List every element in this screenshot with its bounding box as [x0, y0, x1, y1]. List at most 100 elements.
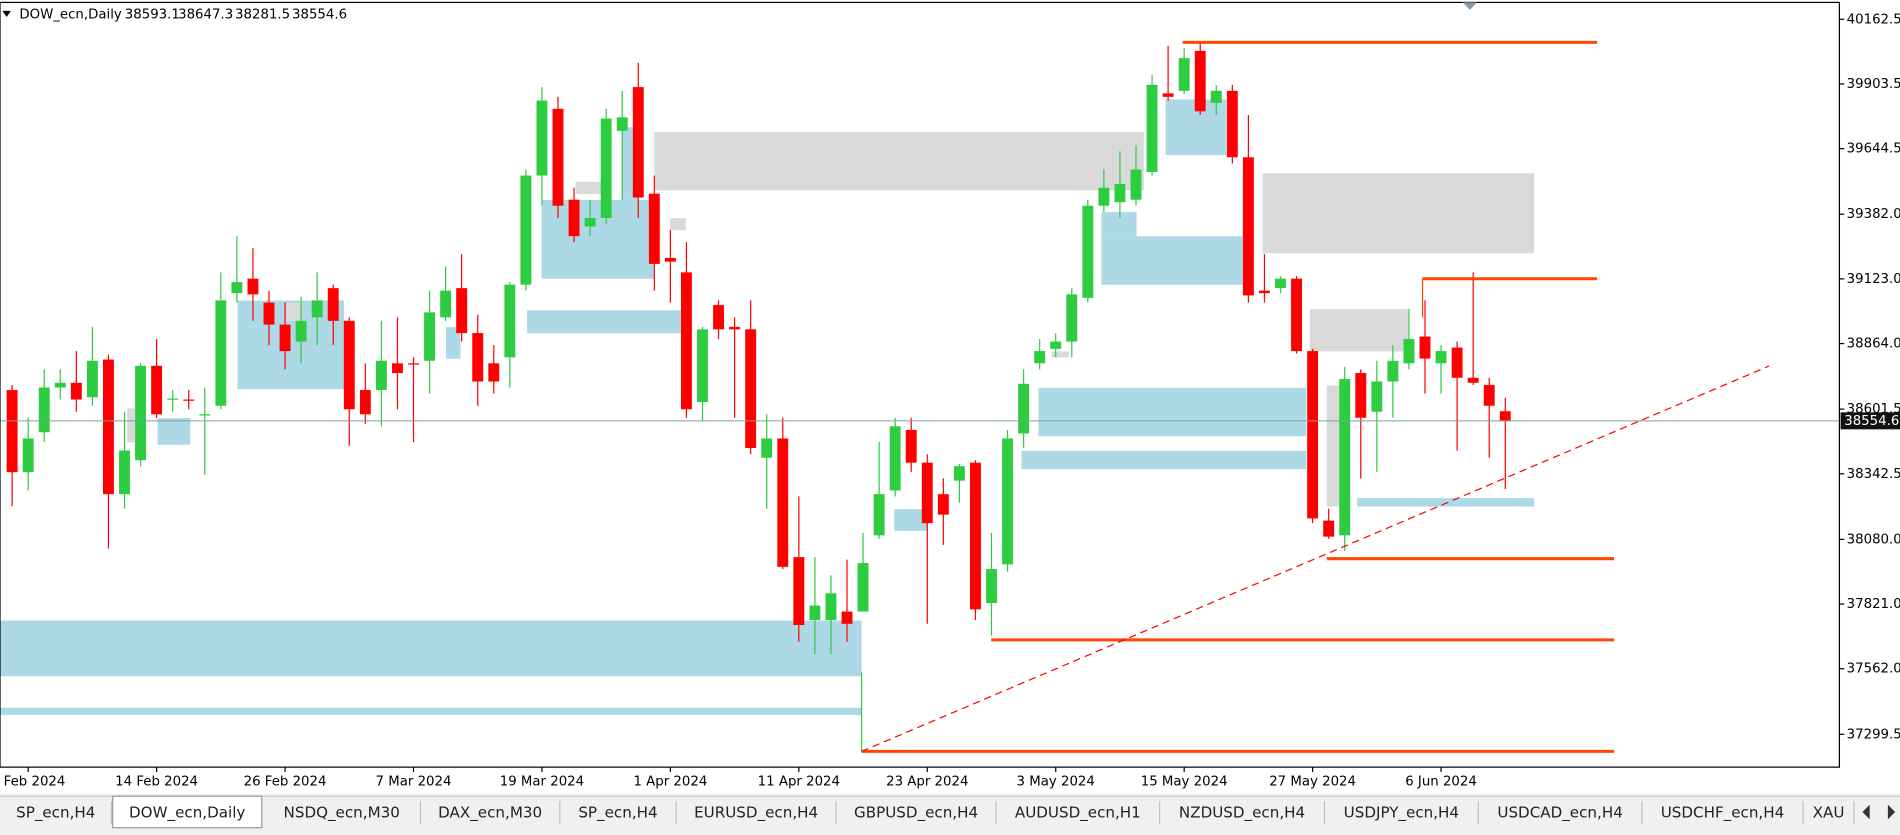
x-tick-label: 26 Feb 2024: [244, 775, 327, 790]
tab-label[interactable]: USDCHF_ecn,H4: [1661, 804, 1785, 823]
candle-body: [1435, 351, 1447, 364]
price-label: 38554.6: [1844, 414, 1899, 429]
demand-zone: [894, 508, 927, 531]
candle-body: [1210, 90, 1222, 103]
supply-zone: [1262, 173, 1535, 254]
candle-body: [729, 326, 741, 330]
tab[interactable]: [1479, 798, 1641, 827]
candle-body: [263, 302, 275, 325]
candle-body: [568, 199, 580, 237]
candle-body: [167, 398, 179, 400]
x-tick-label: 19 Mar 2024: [500, 775, 584, 790]
candle-body: [520, 175, 532, 285]
candle-body: [552, 108, 564, 206]
candle-body: [584, 217, 596, 227]
demand-zone: [1021, 450, 1307, 470]
candle-body: [343, 320, 355, 410]
tab-label[interactable]: SP_ecn,H4: [16, 804, 95, 823]
x-tick-label: 3 May 2024: [1017, 775, 1095, 790]
tab-label[interactable]: USDJPY_ecn,H4: [1344, 804, 1459, 823]
tab[interactable]: [112, 795, 263, 829]
tab-label[interactable]: SP_ecn,H4: [578, 804, 657, 823]
tab-label[interactable]: AUDUSD_ecn,H1: [1015, 804, 1141, 823]
x-tick-label: 14 Feb 2024: [115, 775, 198, 790]
candle-body: [1467, 377, 1479, 383]
x-tick-label: 7 Mar 2024: [376, 775, 452, 790]
tab[interactable]: [1, 798, 111, 827]
demand-zone: [445, 327, 461, 359]
candle-body: [937, 494, 949, 515]
y-tick-label: 39903.5: [1847, 77, 1900, 92]
candle-body: [616, 117, 628, 131]
zones: [0, 99, 1535, 716]
demand-zone: [527, 310, 685, 334]
tab[interactable]: [997, 798, 1159, 827]
candle-body: [488, 363, 500, 382]
candle-body: [1082, 205, 1094, 298]
candle-body: [825, 593, 837, 621]
menu-arrow[interactable]: [2, 10, 11, 17]
candle-body: [38, 387, 50, 433]
candle-body: [1146, 84, 1158, 172]
tab-label[interactable]: DAX_ecn,M30: [438, 804, 542, 823]
candle-body: [873, 494, 885, 536]
tab-scroll-left[interactable]: [1862, 804, 1870, 820]
tab[interactable]: [837, 798, 995, 827]
candle-body: [1403, 339, 1415, 364]
x-tick-label: 1 Apr 2024: [633, 775, 707, 790]
candle-body: [6, 390, 18, 473]
tab[interactable]: [1160, 798, 1324, 827]
candle-body: [889, 426, 901, 491]
tab[interactable]: [264, 798, 420, 827]
candle-body: [151, 365, 163, 415]
price-label-box: [1840, 412, 1900, 430]
candle-body: [969, 462, 981, 610]
tab-label[interactable]: USDCAD_ecn,H4: [1497, 804, 1622, 823]
candle-body: [1291, 278, 1303, 352]
candle-body: [536, 100, 548, 176]
tab-label[interactable]: XAU: [1813, 804, 1845, 822]
tab[interactable]: [1643, 798, 1802, 827]
tab[interactable]: [677, 798, 835, 827]
tab-label[interactable]: EURUSD_ecn,H4: [694, 804, 818, 823]
candle-body: [713, 305, 725, 330]
candle-body: [857, 563, 869, 612]
tab-label[interactable]: GBPUSD_ecn,H4: [854, 804, 978, 823]
tab[interactable]: [561, 798, 675, 827]
header: DOW_ecn,Daily 38593.1 38647.3 38281.5 38…: [2, 8, 347, 23]
candle-body: [697, 329, 708, 403]
supply-zone: [670, 218, 686, 231]
tab-label[interactable]: NZDUSD_ecn,H4: [1179, 804, 1305, 823]
tab[interactable]: [1804, 798, 1853, 827]
plot-border: [0, 1, 1841, 768]
candle-body: [408, 363, 419, 365]
tab-scroll-right[interactable]: [1887, 804, 1896, 820]
candle-body: [1307, 351, 1319, 519]
low-value: 38281.5: [235, 8, 290, 23]
tab-label[interactable]: NSDQ_ecn,M30: [284, 804, 400, 823]
candle-body: [199, 414, 211, 416]
candle-body: [1098, 187, 1110, 206]
tab-label[interactable]: DOW_ecn,Daily: [129, 804, 245, 823]
candle-body: [745, 329, 757, 448]
candle-body: [600, 118, 612, 218]
candle-body: [311, 300, 323, 318]
candle-body: [1050, 341, 1062, 349]
candle-body: [986, 569, 997, 604]
candle-body: [953, 466, 965, 481]
tab[interactable]: [421, 798, 559, 827]
candle-body: [905, 429, 917, 463]
candle-body: [761, 438, 773, 458]
close-value: 38554.6: [292, 8, 347, 23]
supply-zone: [654, 132, 1144, 191]
candle-body: [1355, 373, 1367, 418]
tab[interactable]: [1325, 798, 1478, 827]
supply-zone: [1326, 385, 1343, 507]
candle-body: [921, 462, 933, 524]
candle-body: [1034, 351, 1046, 364]
candle-body: [327, 288, 339, 321]
candle-body: [375, 360, 387, 391]
candle-body: [22, 438, 34, 473]
demand-zone: [0, 620, 862, 677]
